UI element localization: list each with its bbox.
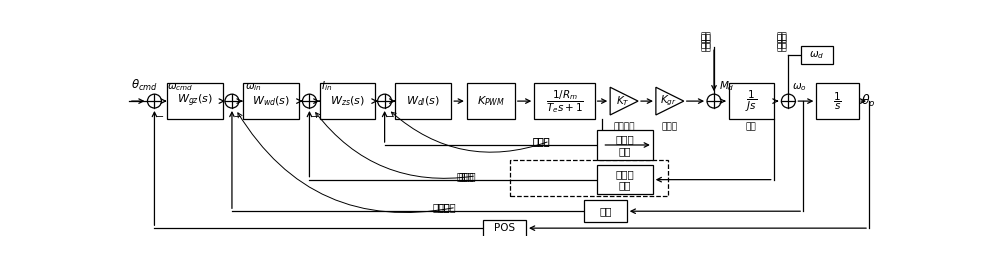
Text: 稳定环: 稳定环 [438, 202, 456, 212]
Text: $\omega_o$: $\omega_o$ [792, 81, 806, 93]
Bar [483, 220, 526, 237]
Bar [816, 83, 859, 119]
Bar [597, 165, 653, 194]
Text: $-$: $-$ [155, 109, 164, 120]
Text: 稳定环: 稳定环 [433, 202, 450, 212]
Text: $\omega_{in}$: $\omega_{in}$ [245, 81, 262, 93]
Text: $K_T$: $K_T$ [616, 94, 629, 108]
Text: 陀螺: 陀螺 [599, 206, 612, 216]
Text: 扰动: 扰动 [776, 40, 787, 49]
Bar [597, 130, 653, 160]
Text: 框架: 框架 [746, 123, 757, 132]
Text: 编码器
差分: 编码器 差分 [616, 169, 634, 191]
Bar [584, 200, 627, 222]
Bar [320, 83, 375, 119]
Text: $\dfrac{1}{Js}$: $\dfrac{1}{Js}$ [745, 89, 757, 114]
Text: $W_{gz}(s)$: $W_{gz}(s)$ [177, 93, 213, 109]
Text: 扰动: 扰动 [776, 43, 787, 52]
Text: $\dfrac{1}{s}$: $\dfrac{1}{s}$ [833, 90, 842, 112]
Text: $-$: $-$ [310, 109, 319, 120]
Text: $-$: $-$ [233, 109, 242, 120]
Text: 外部: 外部 [776, 34, 787, 43]
Text: $\theta_o$: $\theta_o$ [861, 93, 876, 109]
Text: $K_{PWM}$: $K_{PWM}$ [477, 94, 505, 108]
Text: $\dfrac{1/R_m}{T_e s+1}$: $\dfrac{1/R_m}{T_e s+1}$ [546, 88, 583, 114]
Bar [729, 83, 774, 119]
Text: 力矩: 力矩 [701, 43, 712, 52]
Text: 电流传
感器: 电流传 感器 [616, 134, 634, 156]
Bar [467, 83, 515, 119]
Text: 转速环: 转速环 [456, 171, 474, 181]
Text: 力矩系数: 力矩系数 [613, 123, 635, 132]
Bar [510, 160, 668, 196]
Text: $W_{zs}(s)$: $W_{zs}(s)$ [330, 94, 365, 108]
Text: $\theta_{cmd}$: $\theta_{cmd}$ [131, 78, 158, 93]
Text: $-$: $-$ [385, 109, 395, 120]
Bar [167, 83, 223, 119]
Text: 转速环: 转速环 [458, 171, 476, 181]
Text: 电流环: 电流环 [532, 136, 550, 146]
Text: 干扰: 干扰 [701, 33, 712, 42]
Text: 外部: 外部 [776, 33, 787, 42]
Text: $M_d$: $M_d$ [719, 79, 734, 93]
Text: POS: POS [494, 223, 515, 233]
Bar [243, 83, 299, 119]
Text: $\omega_{cmd}$: $\omega_{cmd}$ [167, 81, 193, 93]
Text: $W_{dl}(s)$: $W_{dl}(s)$ [406, 94, 440, 108]
Text: $K_{gr}$: $K_{gr}$ [660, 94, 677, 108]
Bar [801, 46, 833, 64]
Text: $W_{wd}(s)$: $W_{wd}(s)$ [252, 94, 290, 108]
Text: 干扰: 干扰 [701, 34, 712, 43]
Text: 电流环: 电流环 [532, 136, 550, 146]
Text: 力矩: 力矩 [701, 40, 712, 49]
Text: $\omega_d$: $\omega_d$ [809, 49, 825, 61]
Bar [534, 83, 595, 119]
Text: $I_{in}$: $I_{in}$ [321, 79, 332, 93]
Bar [395, 83, 451, 119]
Text: 传动比: 传动比 [662, 123, 678, 132]
